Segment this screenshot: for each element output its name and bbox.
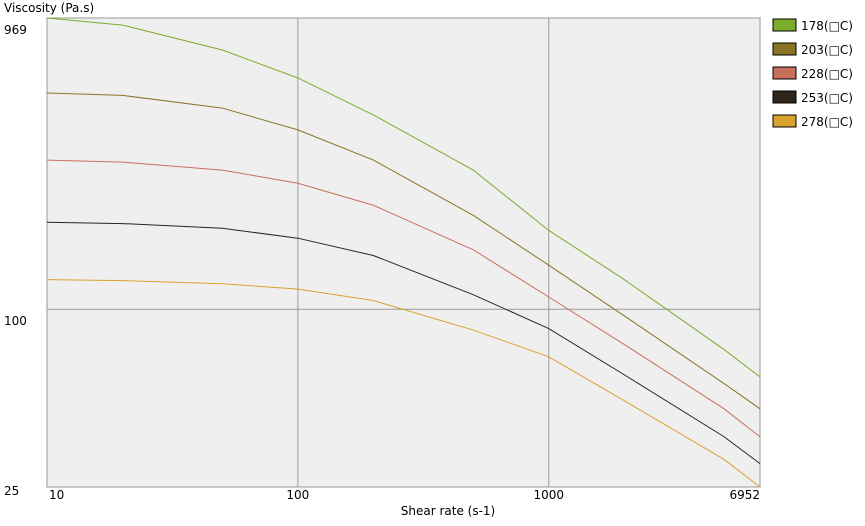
- legend-label: 278(□C): [801, 115, 853, 129]
- legend-swatch: [772, 42, 797, 56]
- legend-label: 178(□C): [801, 19, 853, 33]
- y-axis-label: Viscosity (Pa.s): [4, 1, 94, 15]
- y-tick-label: 969: [4, 23, 27, 37]
- legend-label: 203(□C): [801, 43, 853, 57]
- legend-swatch: [772, 18, 797, 32]
- y-tick-label: 100: [4, 314, 27, 328]
- x-tick-label: 6952: [729, 488, 760, 502]
- legend-swatch: [772, 66, 797, 80]
- line: [46, 279, 761, 488]
- legend-swatch: [772, 90, 797, 104]
- legend-swatch: [772, 114, 797, 128]
- x-axis-label: Shear rate (s-1): [401, 504, 495, 518]
- line: [46, 92, 761, 410]
- line: [46, 159, 761, 438]
- legend-label: 228(□C): [801, 67, 853, 81]
- x-tick-label: 100: [286, 488, 309, 502]
- plot-area: [46, 17, 761, 488]
- line: [46, 17, 761, 378]
- line: [46, 221, 761, 465]
- y-tick-label: 25: [4, 484, 19, 498]
- x-tick-label: 1000: [533, 488, 564, 502]
- legend-label: 253(□C): [801, 91, 853, 105]
- x-tick-label: 10: [49, 488, 64, 502]
